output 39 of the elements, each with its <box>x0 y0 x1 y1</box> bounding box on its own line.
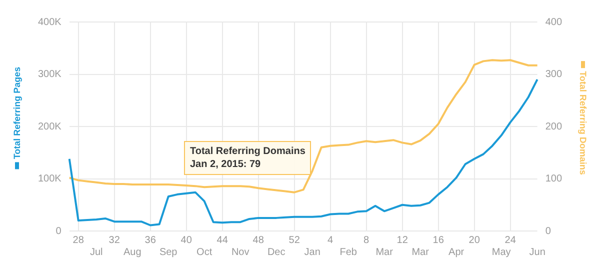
text: Total Referring Pages <box>12 66 22 160</box>
y-tick-label: 400K <box>38 16 62 28</box>
y2-tick-label: 200 <box>545 121 562 132</box>
y2-tick-label: 100 <box>545 174 562 184</box>
x-tick-label: 48 <box>252 234 264 246</box>
x-tick-label: Dec <box>267 246 286 258</box>
y-tick-label: 100K <box>38 174 62 184</box>
x-tick-label: Oct <box>196 246 212 258</box>
y-tick-label: 300K <box>38 69 62 80</box>
x-tick-label: Jun <box>529 246 546 258</box>
y2-tick-label: 300 <box>545 69 562 80</box>
x-tick-label: Sep <box>159 246 178 258</box>
x-tick-label: Nov <box>231 246 250 258</box>
x-tick-label: 20 <box>468 234 480 246</box>
y-tick-label: 200K <box>38 121 62 132</box>
x-tick-label: May <box>492 246 511 258</box>
x-tick-label: Mar <box>412 246 430 258</box>
legend-label: Total Referring Domains <box>578 71 588 175</box>
x-tick-label: Apr <box>448 246 465 258</box>
x-tick-label: 40 <box>180 234 192 246</box>
y-tick-label: 0 <box>56 226 62 237</box>
x-tick-label: 32 <box>108 234 120 246</box>
x-tick-label: 24 <box>504 234 516 246</box>
x-tick-label: 36 <box>144 234 156 246</box>
x-tick-label: Jul <box>90 246 103 258</box>
x-tick-label: Mar <box>376 246 394 258</box>
y2-tick-label: 400 <box>545 16 562 28</box>
x-tick-label: 44 <box>216 234 228 246</box>
annotation: Total Referring Domains Jan 2, 2015: 79 <box>190 145 306 171</box>
x-tick-label: 16 <box>432 234 444 246</box>
x-tick-label: 8 <box>364 234 370 246</box>
x-tick-label: Aug <box>123 246 142 258</box>
x-tick-label: 52 <box>288 234 300 246</box>
x-tick-label: Jan <box>304 246 320 258</box>
x-tick-label: 4 <box>328 234 334 246</box>
x-tick-label: Feb <box>340 246 358 258</box>
y2-tick-label: 0 <box>545 226 552 237</box>
x-tick-label: 28 <box>72 234 84 246</box>
x-tick-label: 12 <box>396 234 408 246</box>
